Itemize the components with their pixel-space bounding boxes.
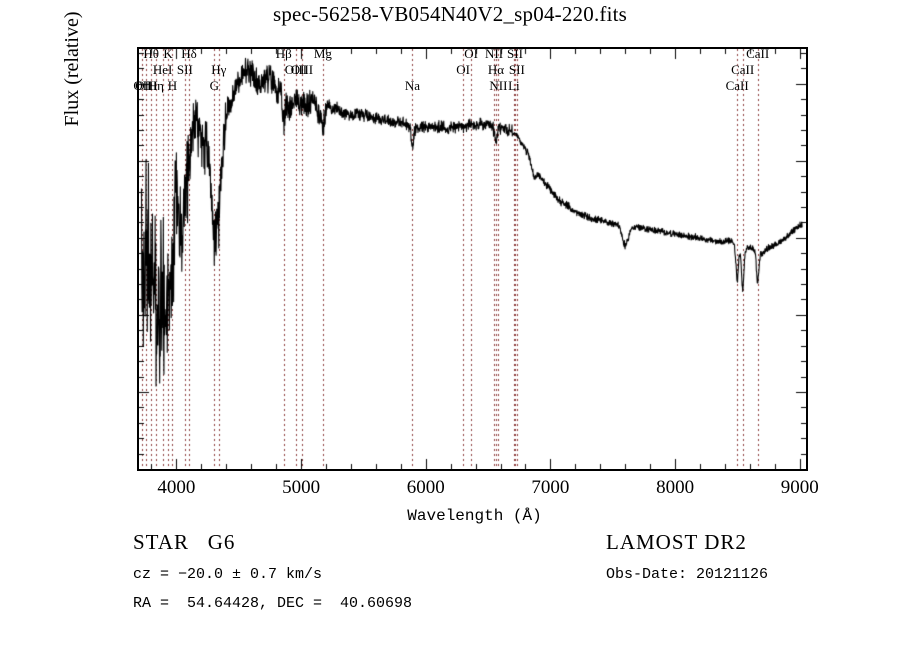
line-marker-label-mg: Mg [313, 46, 332, 61]
ra-dec-value: RA = 54.64428, DEC = 40.60698 [133, 595, 413, 612]
line-marker-label-h: Hη [147, 78, 164, 93]
line-marker-label-hei: HeI [152, 62, 173, 77]
line-marker-label-h: Hδ [181, 46, 197, 61]
x-axis-label: Wavelength (Å) [407, 507, 542, 525]
cz-value: cz = −20.0 ± 0.7 km/s [133, 566, 323, 583]
footer-info: STAR G6 cz = −20.0 ± 0.7 km/s RA = 54.64… [0, 530, 900, 640]
spectrum-canvas [139, 49, 806, 469]
line-marker-label-nii: NII [489, 78, 508, 93]
line-marker-label-oi: OI [456, 62, 470, 77]
line-marker-label-nii: NII [485, 46, 504, 61]
line-marker-label-oiii: OIII [284, 62, 308, 77]
x-tick-label: 4000 [157, 477, 196, 498]
footer-left: STAR G6 cz = −20.0 ± 0.7 km/s RA = 54.64… [133, 530, 412, 624]
x-tick-label: 5000 [282, 477, 321, 498]
obs-date: Obs-Date: 20121126 [606, 566, 769, 583]
line-marker-label-h: Hα [487, 62, 505, 77]
x-tick-label: 9000 [780, 477, 819, 498]
line-marker-label-caii: CaII [746, 46, 770, 61]
line-marker-label-sii: SII [508, 62, 525, 77]
x-tick-label: 8000 [656, 477, 695, 498]
line-marker-label-oiii: OIII [135, 78, 158, 93]
line-marker-label-li: Li [508, 78, 520, 93]
plot-frame: OII Hθ OIII Hη HeI K H SII Hδ G Hγ Hβ OIII OIII Mg Na OI… [61, 12, 819, 525]
line-marker-label-na: Na [404, 78, 420, 93]
line-marker-label-sii: SII [507, 46, 523, 61]
line-marker-label-sii: SII [176, 62, 193, 77]
line-marker-label-caii: CaII [725, 78, 749, 93]
line-marker-label-oiii: OIII [290, 62, 314, 77]
line-marker-label-h: Hγ [211, 62, 227, 77]
line-marker-label-oii: OII [133, 78, 152, 93]
page-title: spec-56258-VB054N40V2_sp04-220.fits [272, 2, 628, 26]
line-marker-label-h: Hβ [275, 46, 292, 61]
line-marker-label-oi: OI [464, 46, 478, 61]
line-marker-label-caii: CaII [731, 62, 755, 77]
object-class: STAR G6 [133, 530, 236, 554]
survey-name: LAMOST DR2 [606, 530, 747, 554]
y-axis-label: Flux (relative) [61, 11, 83, 127]
line-marker-label-k: K [163, 46, 173, 61]
line-marker-label-h: Hθ [143, 46, 160, 61]
x-tick-label: 7000 [531, 477, 570, 498]
line-marker-label-h: H [167, 78, 178, 93]
line-marker-label-g: G [209, 78, 219, 93]
x-tick-label: 6000 [406, 477, 445, 498]
footer-right: LAMOST DR2 Obs-Date: 20121126 [606, 530, 768, 595]
